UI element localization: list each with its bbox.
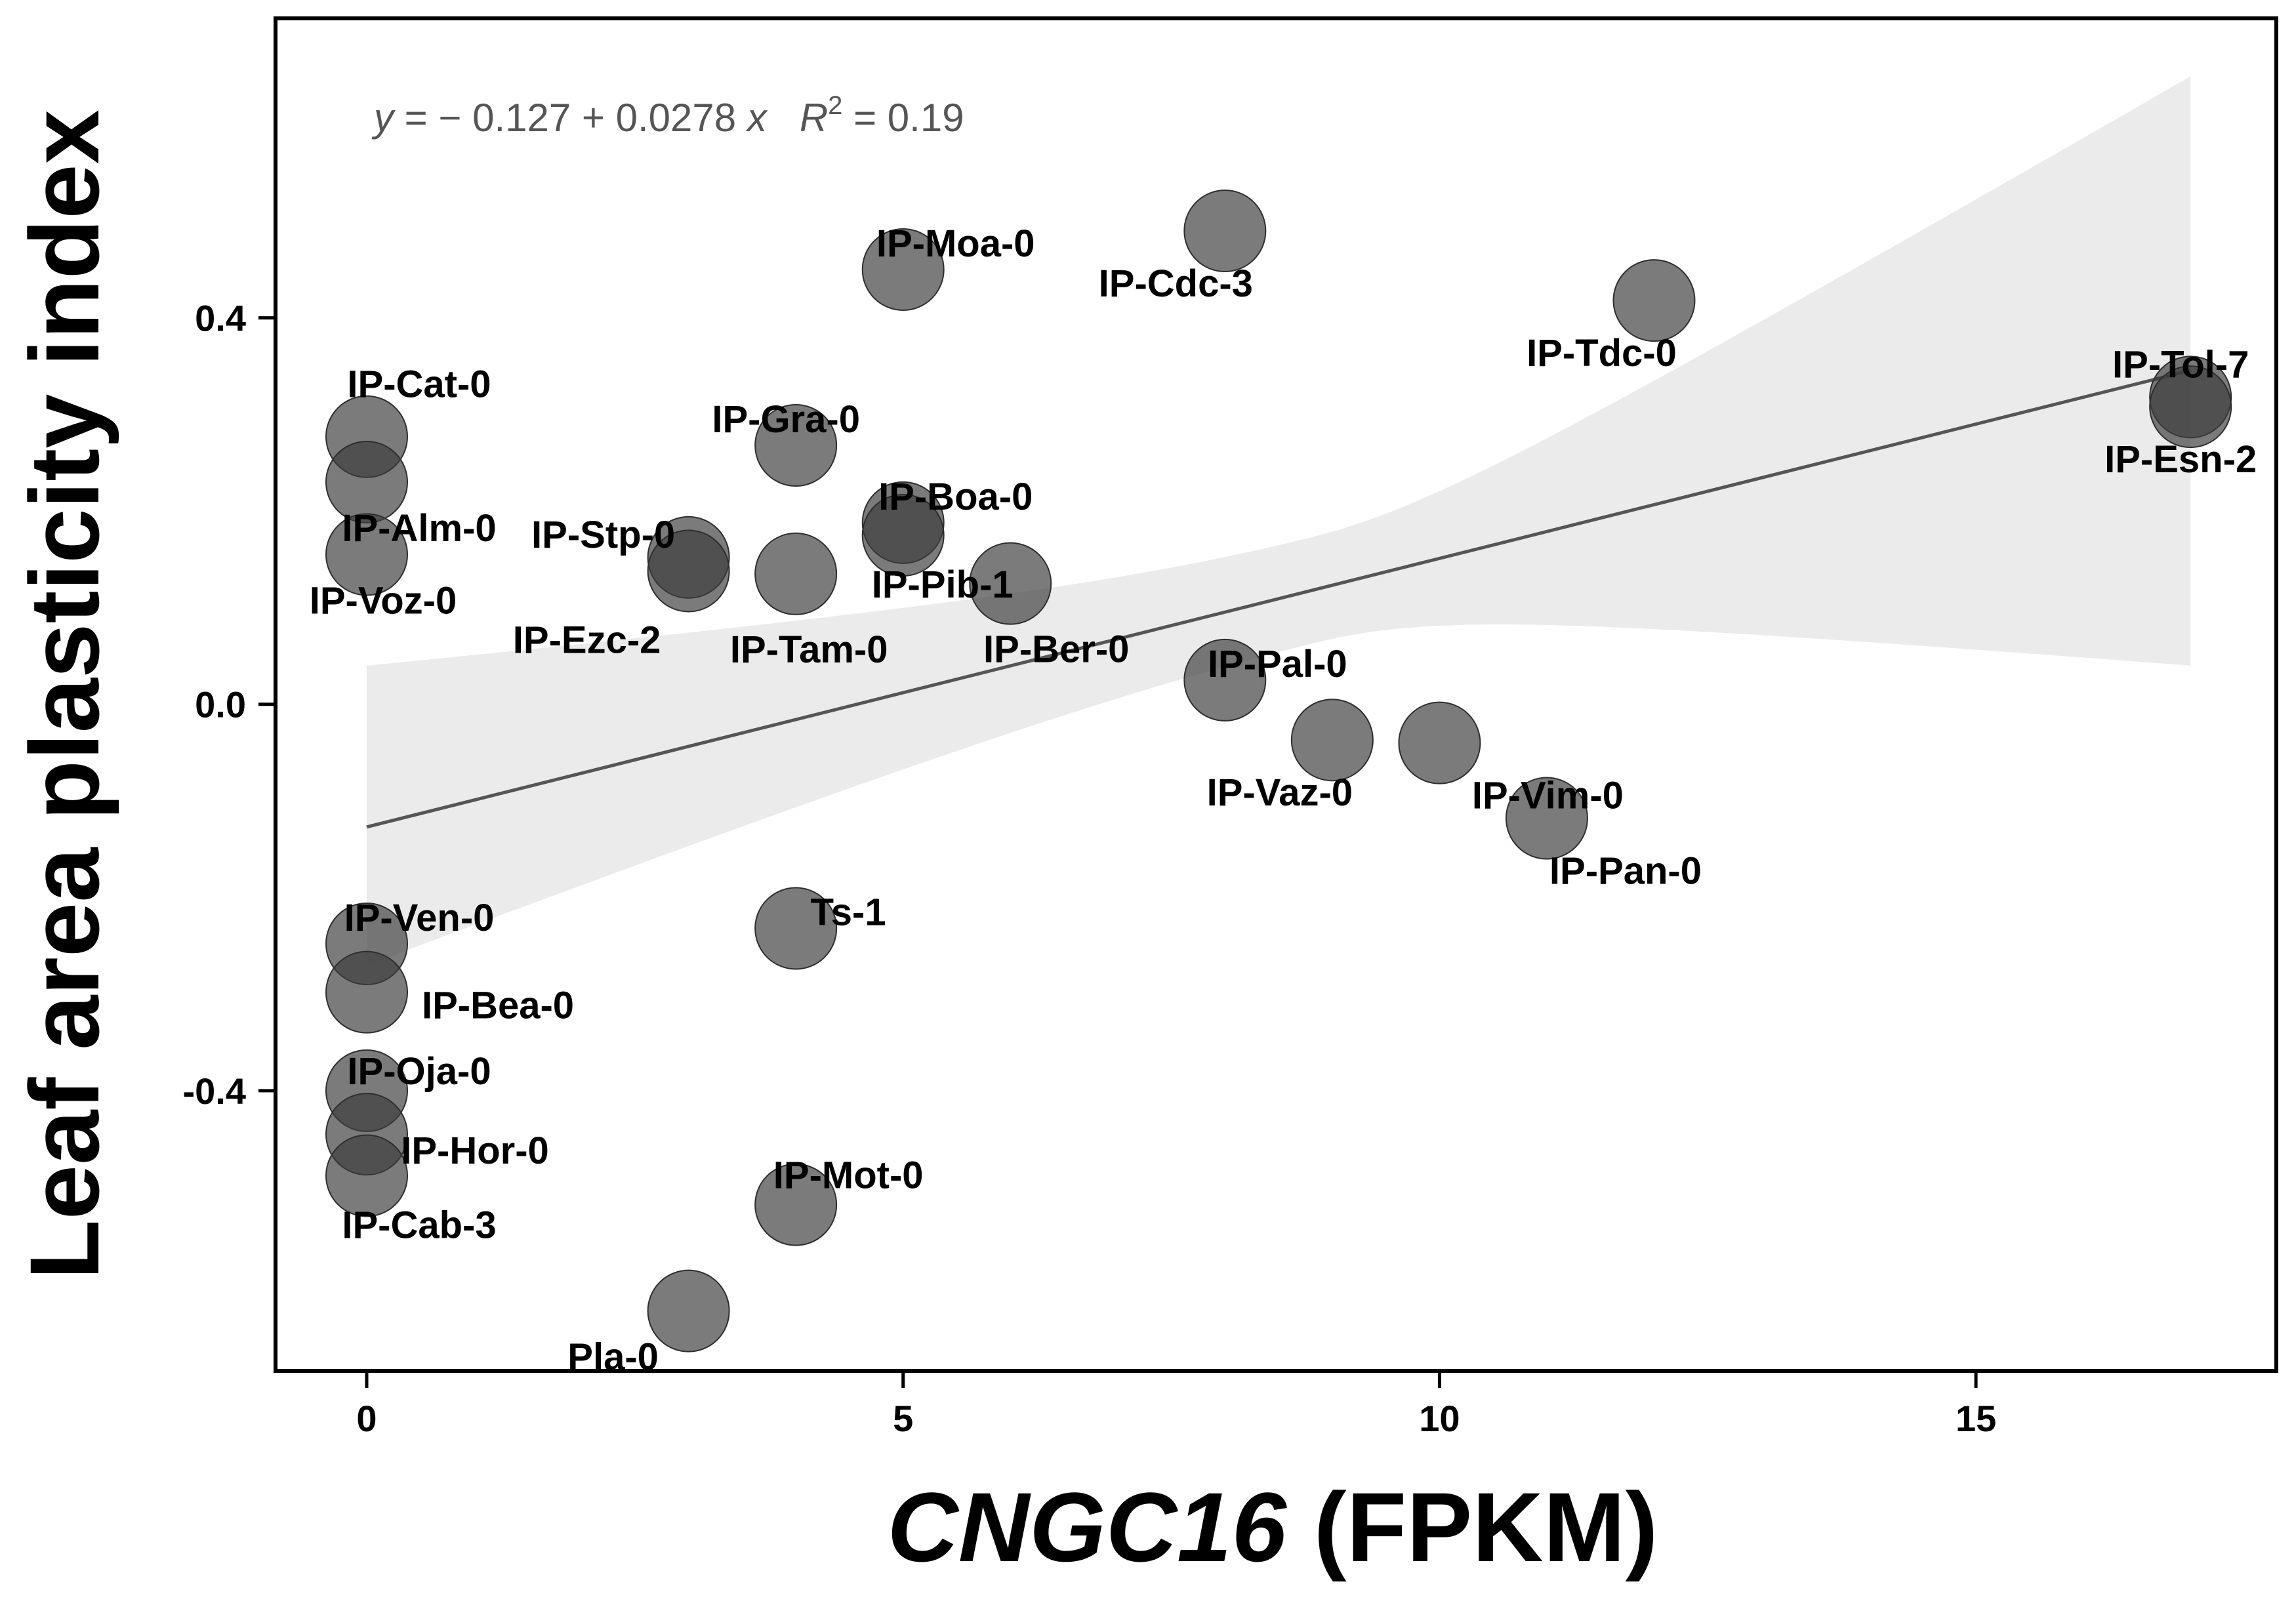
point-label: IP-Esn-2 — [2104, 438, 2257, 481]
point-labels-layer: IP-Cat-0 IP-Alm-0 IP-Voz-0 IP-Ven-0 IP-Bea-0… — [310, 222, 2257, 1379]
point-label: IP-Cat-0 — [347, 363, 491, 406]
point-label: IP-Voz-0 — [310, 579, 457, 622]
data-point — [861, 493, 945, 577]
point-label: IP-Bea-0 — [422, 985, 574, 1027]
data-point — [754, 532, 838, 615]
data-point — [1505, 777, 1588, 860]
point-label: IP-Alm-0 — [342, 507, 496, 550]
data-point — [325, 950, 409, 1034]
point-label: IP-Ven-0 — [344, 897, 495, 939]
confidence-band — [367, 76, 2191, 966]
point-label: IP-Pan-0 — [1549, 850, 1702, 893]
data-point — [861, 228, 945, 311]
plot-frame — [274, 16, 2278, 1373]
y-tick-label: 0.4 — [195, 298, 246, 339]
data-point — [754, 1163, 838, 1246]
x-axis-title-gene: CNGC16 — [887, 1472, 1287, 1582]
data-point — [969, 542, 1052, 625]
eq-y-var: y — [371, 96, 396, 140]
point-label: IP-Mot-0 — [773, 1154, 924, 1197]
point-label: IP-Moa-0 — [876, 222, 1035, 265]
point-label: IP-Ber-0 — [983, 628, 1129, 671]
point-label: IP-Pal-0 — [1208, 643, 1347, 685]
point-label: IP-Tdc-0 — [1527, 332, 1677, 375]
point-label: IP-Gra-0 — [712, 398, 860, 441]
y-tick-label: -0.4 — [183, 1070, 247, 1112]
data-point — [1183, 638, 1267, 722]
x-tick-label: 5 — [893, 1398, 913, 1439]
point-label: Ts-1 — [811, 891, 886, 933]
data-point — [325, 1134, 409, 1217]
data-point — [647, 529, 730, 613]
x-axis-title: CNGC16 (FPKM) — [887, 1472, 1658, 1582]
x-tick-label: 0 — [356, 1398, 377, 1439]
confidence-band-layer — [367, 76, 2191, 966]
eq-x-var: x — [745, 96, 768, 140]
point-label: IP-Tam-0 — [730, 628, 888, 671]
eq-coefficients: = − 0.127 + 0.0278 — [394, 96, 747, 140]
x-tick-label: 10 — [1419, 1398, 1460, 1439]
data-point — [1398, 701, 1481, 784]
point-label: IP-Cab-3 — [342, 1204, 496, 1246]
y-axis-title: Leaf area plasticity index — [9, 110, 119, 1280]
eq-r-value: = 0.19 — [842, 96, 964, 140]
axes-layer: 0 5 10 15 -0.4 0.0 0.4 — [183, 298, 1997, 1439]
point-label: IP-Vim-0 — [1472, 775, 1624, 817]
data-point — [325, 513, 409, 596]
x-axis-title-unit: (FPKM) — [1286, 1472, 1658, 1582]
regression-line-layer — [366, 369, 2191, 829]
data-points-layer — [325, 190, 2232, 1353]
x-tick-label: 15 — [1956, 1398, 1996, 1439]
point-label: IP-Hor-0 — [401, 1129, 549, 1172]
y-tick-label: 0.0 — [195, 684, 246, 725]
point-label: IP-Ezc-2 — [513, 619, 661, 661]
point-label: IP-Cdc-3 — [1099, 262, 1253, 305]
data-point — [754, 887, 838, 970]
point-label: IP-Pib-1 — [872, 563, 1014, 606]
data-point — [1290, 699, 1374, 782]
point-label: IP-Oja-0 — [347, 1050, 491, 1093]
point-label: IP-Vaz-0 — [1207, 771, 1353, 814]
data-point — [754, 404, 838, 487]
data-point — [1183, 190, 1267, 273]
point-label: IP-Boa-0 — [878, 476, 1033, 518]
point-label: IP-Stp-0 — [531, 514, 675, 556]
data-point — [1612, 259, 1696, 342]
regression-equation: y = − 0.127 + 0.0278 x R2 = 0.19 — [371, 91, 964, 140]
data-point — [647, 1269, 730, 1353]
data-point — [2149, 365, 2232, 449]
regression-line — [366, 369, 2191, 829]
eq-r-superscript: 2 — [828, 91, 842, 120]
point-label: IP-Tol-7 — [2112, 343, 2249, 386]
eq-r-var: R — [800, 96, 828, 140]
